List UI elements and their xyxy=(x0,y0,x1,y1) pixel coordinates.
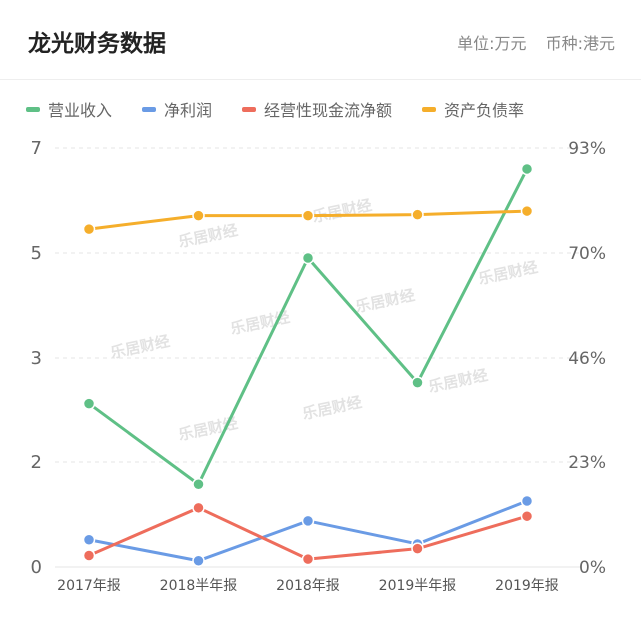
unit-label: 单位:万元 xyxy=(457,34,527,53)
right-y-tick-label: 0% xyxy=(579,558,606,578)
legend-label-cashflow: 经营性现金流净额 xyxy=(264,101,393,120)
unit-info: 单位:万元 币种:港元 xyxy=(443,30,615,54)
x-tick-label: 2018半年报 xyxy=(160,578,238,594)
data-point[interactable] xyxy=(520,162,534,176)
data-point[interactable] xyxy=(82,397,96,410)
data-point[interactable] xyxy=(192,209,205,222)
right-y-tick-label: 23% xyxy=(568,453,606,473)
data-point[interactable] xyxy=(301,209,315,222)
data-point[interactable] xyxy=(411,542,424,555)
data-point[interactable] xyxy=(192,477,205,491)
left-y-tick-label: 2 xyxy=(31,452,42,473)
data-point[interactable] xyxy=(192,554,205,567)
data-point[interactable] xyxy=(411,376,424,389)
data-point[interactable] xyxy=(192,501,205,515)
series-group xyxy=(82,501,534,566)
data-point[interactable] xyxy=(301,552,315,566)
series-group xyxy=(82,204,534,236)
right-y-tick-label: 93% xyxy=(568,139,606,159)
data-point[interactable] xyxy=(520,494,534,508)
legend-swatch-revenue xyxy=(26,106,40,112)
legend-swatch-debt-ratio xyxy=(422,106,437,112)
legend-label-debt-ratio: 资产负债率 xyxy=(444,101,525,120)
header: 龙光财务数据 单位:万元 币种:港元 xyxy=(0,0,641,80)
left-y-axis: 0 2 3 5 7 xyxy=(31,138,42,578)
left-y-tick-label: 3 xyxy=(31,348,42,369)
legend-label-net-profit: 净利润 xyxy=(164,101,213,120)
currency-label: 币种:港元 xyxy=(545,34,615,53)
data-point[interactable] xyxy=(82,549,96,562)
data-point[interactable] xyxy=(82,222,96,236)
x-tick-label: 2017年报 xyxy=(57,578,121,594)
right-y-axis: 0% 23% 46% 70% 93% xyxy=(568,139,606,578)
left-y-tick-label: 5 xyxy=(31,243,42,264)
left-y-tick-label: 7 xyxy=(31,138,42,159)
data-point[interactable] xyxy=(520,204,534,218)
data-point[interactable] xyxy=(301,251,315,265)
left-y-tick-label: 0 xyxy=(31,557,42,578)
series-group xyxy=(82,494,534,567)
data-point[interactable] xyxy=(411,208,424,221)
data-point[interactable] xyxy=(301,514,315,528)
right-y-tick-label: 46% xyxy=(568,349,606,369)
legend-swatch-cashflow xyxy=(242,106,257,112)
legend-item-debt-ratio[interactable]: 资产负债率 xyxy=(422,97,524,121)
x-tick-label: 2019半年报 xyxy=(379,578,457,594)
series-group xyxy=(82,162,534,491)
legend-swatch-net-profit xyxy=(142,106,157,112)
legend-item-cashflow[interactable]: 经营性现金流净额 xyxy=(242,97,392,121)
legend-label-revenue: 营业收入 xyxy=(48,101,113,120)
grid-lines xyxy=(55,147,582,568)
data-point[interactable] xyxy=(82,533,96,547)
right-y-tick-label: 70% xyxy=(568,244,606,264)
chart-legend: 营业收入 净利润 经营性现金流净额 资产负债率 xyxy=(26,98,554,120)
data-point[interactable] xyxy=(520,509,534,523)
legend-item-net-profit[interactable]: 净利润 xyxy=(142,97,212,121)
x-tick-label: 2019年报 xyxy=(495,578,559,594)
x-axis: 2017年报 2018半年报 2018年报 2019半年报 2019年报 xyxy=(57,578,559,594)
series-line xyxy=(87,499,529,563)
x-tick-label: 2018年报 xyxy=(276,578,340,594)
page-title: 龙光财务数据 xyxy=(28,31,166,57)
series-lines xyxy=(82,162,534,567)
legend-item-revenue[interactable]: 营业收入 xyxy=(26,97,112,121)
